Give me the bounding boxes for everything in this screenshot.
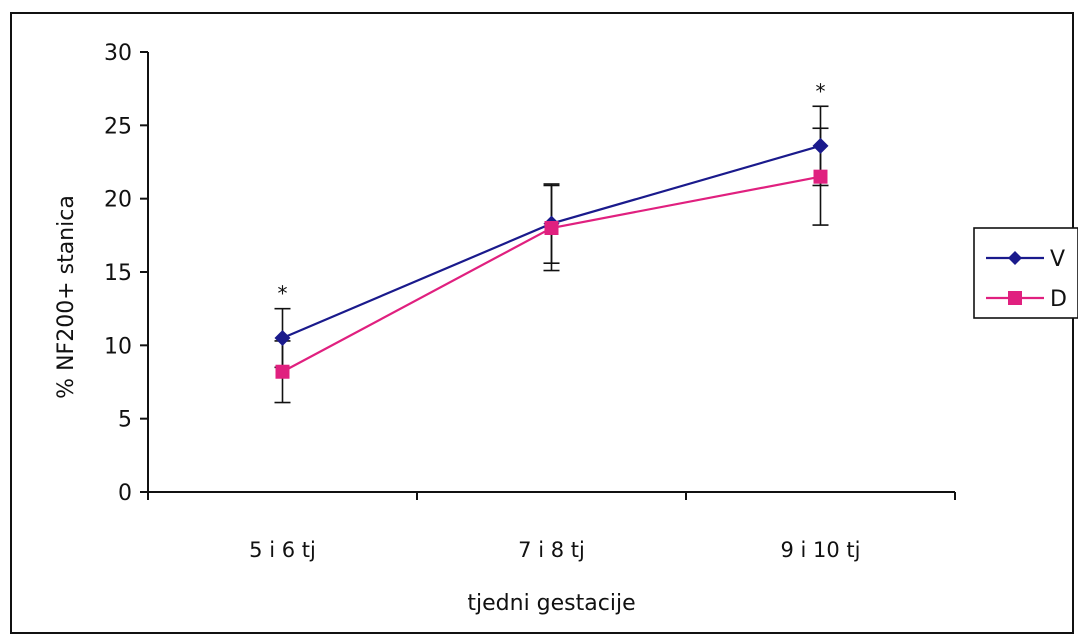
data-point-V (274, 330, 291, 346)
y-tick-label: 30 (104, 41, 132, 66)
significance-marker: * (816, 79, 826, 103)
x-tick-label: 5 i 6 tj (249, 538, 316, 562)
y-tick-label: 10 (104, 334, 132, 359)
y-tick-label: 20 (104, 188, 132, 213)
y-tick-label: 25 (104, 114, 132, 139)
x-tick-label: 9 i 10 tj (780, 538, 860, 562)
legend-marker-D (1008, 291, 1022, 305)
data-point-D (813, 169, 828, 184)
data-point-D (275, 364, 290, 379)
legend-label-D: D (1050, 287, 1067, 312)
significance-marker: * (278, 282, 288, 306)
data-point-D (544, 221, 559, 235)
legend-label-V: V (1050, 247, 1065, 272)
y-axis-title: % NF200+ stanica (54, 195, 79, 399)
legend-marker-V (1008, 251, 1022, 265)
chart-frame (10, 12, 1074, 634)
x-axis-title: tjedni gestacije (467, 591, 635, 616)
y-tick-label: 5 (118, 408, 132, 433)
data-point-V (812, 137, 829, 154)
y-tick-label: 0 (118, 481, 132, 506)
x-tick-label: 7 i 8 tj (518, 538, 585, 562)
legend-box (973, 227, 1078, 319)
y-tick-label: 15 (104, 261, 132, 286)
